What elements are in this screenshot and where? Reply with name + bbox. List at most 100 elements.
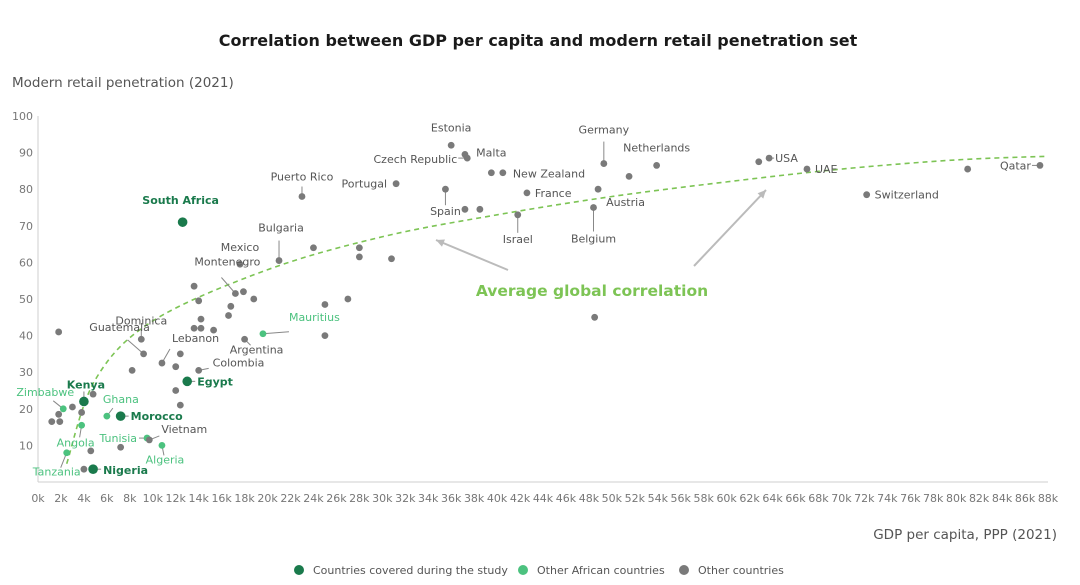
data-point	[195, 297, 203, 305]
x-tick-label: 56k	[671, 492, 692, 505]
data-point	[225, 312, 232, 319]
data-point	[176, 350, 184, 358]
data-point	[87, 447, 95, 455]
point-label: USA	[775, 152, 798, 165]
data-point	[476, 205, 484, 213]
point-label: Dominica	[115, 314, 167, 327]
point-label: Switzerland	[875, 189, 939, 202]
point-label: Estonia	[431, 121, 472, 134]
y-axis-title: Modern retail penetration (2021)	[12, 75, 234, 91]
point-label: Mexico	[221, 241, 260, 254]
x-tick-label: 34k	[418, 492, 439, 505]
point-label: South Africa	[142, 194, 219, 207]
data-point	[600, 160, 608, 167]
y-tick-label: 70	[19, 220, 33, 233]
y-tick-label: 20	[19, 403, 33, 416]
data-point	[803, 165, 811, 173]
data-point	[197, 315, 205, 323]
point-label: Tunisia	[98, 432, 137, 445]
axis-ticks: 0k 2k 4k 6k 8k 10k 12k 14k 16k 18k 20k 22k 24k 26k 28k…	[12, 110, 1059, 505]
point-label: Egypt	[197, 375, 233, 388]
point-label: Austria	[606, 196, 645, 209]
point-label: Netherlands	[623, 141, 690, 154]
data-point	[63, 449, 71, 457]
data-point	[190, 324, 198, 332]
data-point	[653, 162, 661, 169]
legend-marker	[294, 565, 304, 575]
point-label: Nigeria	[103, 464, 148, 477]
x-tick-label: 68k	[808, 492, 829, 505]
data-point	[310, 244, 317, 252]
data-point	[625, 172, 633, 180]
data-point	[227, 302, 235, 310]
trendline	[65, 155, 1049, 464]
data-point	[594, 185, 602, 193]
scatter-points	[48, 141, 1044, 474]
x-tick-label: 12k	[166, 492, 187, 505]
x-tick-label: 58k	[693, 492, 714, 505]
label-leader-line	[221, 277, 236, 294]
point-label: Ghana	[103, 393, 139, 406]
data-point	[115, 411, 126, 421]
data-point	[487, 169, 495, 177]
y-tick-label: 10	[19, 439, 33, 452]
point-label: Kenya	[67, 378, 105, 391]
data-point	[197, 324, 205, 332]
data-point	[447, 141, 455, 149]
data-point	[88, 464, 98, 474]
x-tick-label: 28k	[349, 492, 370, 505]
point-label: Bulgaria	[258, 222, 304, 235]
data-point	[442, 185, 449, 193]
data-point	[69, 403, 76, 411]
data-point	[210, 326, 218, 334]
data-point	[392, 180, 400, 188]
data-point	[259, 330, 267, 338]
x-tick-label: 38k	[464, 492, 485, 505]
data-point	[176, 401, 184, 409]
point-label: Czech Republic	[373, 153, 457, 166]
data-point	[863, 191, 871, 199]
x-tick-label: 20k	[257, 492, 278, 505]
trendline-label: Average global correlation	[476, 282, 708, 300]
x-tick-label: 26k	[326, 492, 347, 505]
data-point	[158, 442, 166, 449]
data-point	[195, 366, 203, 374]
y-tick-label: 100	[12, 110, 33, 123]
data-point	[355, 253, 363, 261]
x-tick-label: 40k	[487, 492, 508, 505]
label-leader-line	[262, 331, 289, 335]
point-label: Belgium	[571, 233, 616, 246]
x-tick-label: 36k	[441, 492, 462, 505]
data-point	[240, 288, 247, 296]
point-label: Montenegro	[194, 256, 260, 269]
data-point	[158, 359, 166, 367]
point-labels: South Africa Kenya Egypt Morocco Nigeria Zimb…	[16, 121, 1031, 478]
data-point	[388, 255, 395, 263]
point-label: Puerto Rico	[271, 171, 334, 184]
data-point	[80, 465, 88, 473]
data-point	[355, 244, 363, 252]
annotation-arrowhead	[757, 190, 766, 199]
data-point	[523, 189, 531, 197]
point-label: Angola	[57, 436, 95, 449]
x-tick-label: 86k	[1015, 492, 1036, 505]
x-tick-label: 66k	[785, 492, 806, 505]
data-point	[499, 169, 507, 177]
data-point	[241, 335, 248, 343]
x-tick-label: 76k	[900, 492, 921, 505]
data-point	[172, 387, 180, 394]
x-tick-label: 16k	[211, 492, 232, 505]
data-point	[591, 313, 599, 321]
point-label: Argentina	[230, 343, 284, 356]
x-tick-label: 54k	[648, 492, 669, 505]
x-tick-label: 50k	[602, 492, 623, 505]
data-point	[321, 301, 329, 308]
data-point	[298, 193, 306, 200]
y-tick-label: 60	[19, 256, 33, 269]
data-point	[236, 260, 244, 268]
point-label: Mauritius	[289, 311, 340, 324]
point-label: Germany	[579, 124, 630, 137]
data-point	[250, 295, 258, 303]
legend-label: Other countries	[698, 564, 784, 577]
chart-title: Correlation between GDP per capita and m…	[219, 31, 858, 50]
